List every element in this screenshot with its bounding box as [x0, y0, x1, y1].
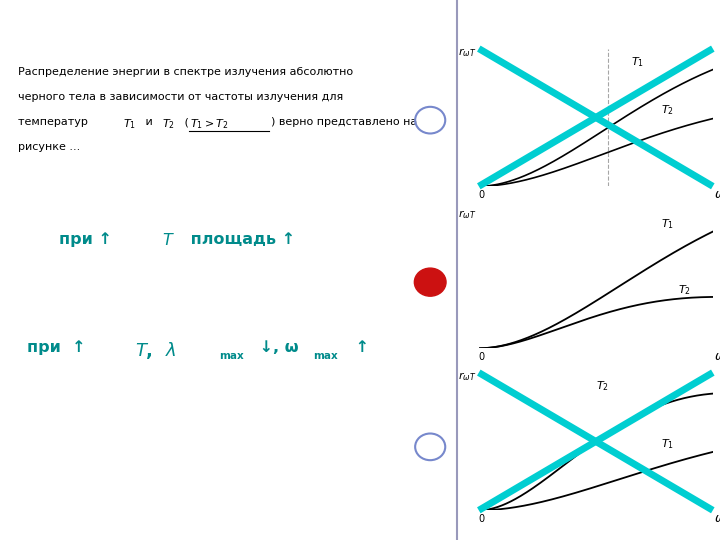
Text: $\omega$: $\omega$	[714, 512, 720, 525]
Text: $T_2$: $T_2$	[596, 379, 608, 393]
Text: $r_{\omega T}$: $r_{\omega T}$	[458, 370, 476, 383]
Text: $T_2$: $T_2$	[678, 284, 690, 297]
Text: $\mathit{T}$: $\mathit{T}$	[162, 233, 175, 248]
Text: ↑: ↑	[350, 340, 369, 355]
Text: max: max	[313, 351, 338, 361]
Circle shape	[415, 268, 446, 296]
Text: 0: 0	[478, 190, 485, 200]
Text: Варианты ответов: Варианты ответов	[464, 14, 587, 26]
Text: Распределение энергии в спектре излучения абсолютно: Распределение энергии в спектре излучени…	[18, 68, 354, 77]
Text: температур: температур	[18, 118, 95, 127]
Text: рисунке ...: рисунке ...	[18, 143, 81, 152]
Text: 0: 0	[478, 514, 485, 524]
Text: при ↑: при ↑	[60, 233, 118, 247]
Text: $\mathit{T_1}$: $\mathit{T_1}$	[122, 118, 135, 131]
Text: ) верно представлено на: ) верно представлено на	[271, 118, 417, 127]
Text: $\mathit{T_2}$: $\mathit{T_2}$	[162, 118, 175, 131]
Text: при  ↑: при ↑	[27, 340, 91, 355]
Text: max: max	[220, 351, 244, 361]
Text: $r_{\omega T}$: $r_{\omega T}$	[458, 208, 476, 221]
Text: $T_1$: $T_1$	[661, 437, 675, 451]
Text: черного тела в зависимости от частоты излучения для: черного тела в зависимости от частоты из…	[18, 92, 343, 103]
Text: площадь ↑: площадь ↑	[185, 233, 295, 247]
Text: $T_2$: $T_2$	[661, 103, 674, 117]
Text: $\omega$: $\omega$	[714, 350, 720, 363]
Text: (: (	[181, 118, 189, 127]
Text: ↓, ω: ↓, ω	[253, 340, 298, 355]
Text: и: и	[142, 118, 156, 127]
Text: $\mathit{T}$,  $\mathit{\lambda}$: $\mathit{T}$, $\mathit{\lambda}$	[135, 340, 176, 361]
Text: $r_{\omega T}$: $r_{\omega T}$	[458, 46, 476, 59]
Text: Задание N 29: Задание N 29	[7, 14, 96, 26]
Text: $\mathit{T_1 > T_2}$: $\mathit{T_1 > T_2}$	[190, 118, 228, 131]
Text: 0: 0	[478, 352, 485, 362]
Text: $T_1$: $T_1$	[661, 217, 675, 231]
Text: $T_1$: $T_1$	[631, 55, 644, 69]
Text: $\omega$: $\omega$	[714, 188, 720, 201]
